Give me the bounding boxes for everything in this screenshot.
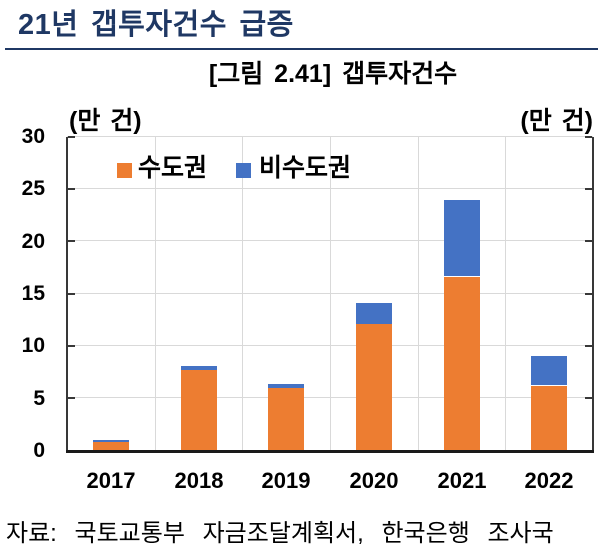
y-axis-tick-left bbox=[68, 345, 75, 347]
x-axis-tick-label: 2021 bbox=[437, 468, 487, 493]
y-axis-tick-left bbox=[68, 188, 75, 190]
title-underline bbox=[5, 48, 598, 50]
y-axis-tick-right bbox=[585, 240, 592, 242]
y-axis-tick-left bbox=[68, 293, 75, 295]
page-title: 21년 갭투자건수 급증 bbox=[18, 9, 294, 41]
x-axis-tick-label: 2020 bbox=[349, 468, 399, 493]
y-axis-tick-left bbox=[68, 136, 75, 138]
gridline-vertical bbox=[330, 137, 331, 451]
y-axis-tick-right bbox=[585, 188, 592, 190]
gridline-vertical bbox=[155, 137, 156, 451]
y-axis-tick-label: 15 bbox=[21, 282, 45, 305]
legend-label-noncapital: 비수도권 bbox=[259, 154, 352, 182]
y-axis-tick-label: 30 bbox=[21, 125, 45, 148]
y-axis-unit-label-left: (만 건) bbox=[69, 107, 142, 135]
bar-segment-capital bbox=[356, 324, 392, 451]
y-axis-tick-right bbox=[585, 397, 592, 399]
gridline-vertical bbox=[242, 137, 243, 451]
legend-swatch-noncapital bbox=[236, 163, 251, 178]
bar-segment-capital bbox=[444, 277, 480, 451]
x-axis-tick-label: 2017 bbox=[86, 468, 136, 493]
y-axis-tick-left bbox=[68, 240, 75, 242]
bar-segment-noncapital bbox=[268, 384, 304, 388]
x-axis-tick-label: 2018 bbox=[174, 468, 224, 493]
y-axis-tick-label: 25 bbox=[21, 177, 45, 200]
bar-segment-noncapital bbox=[93, 440, 129, 442]
y-axis-tick-label: 20 bbox=[21, 230, 45, 253]
bar-segment-capital bbox=[531, 386, 567, 451]
bar-segment-noncapital bbox=[356, 303, 392, 324]
bar-segment-noncapital bbox=[444, 200, 480, 276]
y-axis-tick-label: 0 bbox=[33, 439, 45, 462]
gridline-horizontal bbox=[67, 136, 593, 137]
x-axis-tick-label: 2022 bbox=[524, 468, 574, 493]
y-axis-tick-label: 10 bbox=[21, 334, 45, 357]
y-axis-tick-label: 5 bbox=[33, 387, 45, 410]
gridline-vertical bbox=[505, 137, 506, 451]
legend-label-capital: 수도권 bbox=[138, 154, 208, 182]
y-axis-tick-left bbox=[68, 397, 75, 399]
bar-segment-noncapital bbox=[181, 366, 217, 370]
bar-segment-capital bbox=[181, 370, 217, 451]
x-axis-line bbox=[66, 450, 594, 453]
gridline-vertical bbox=[418, 137, 419, 451]
y-axis-tick-right bbox=[585, 136, 592, 138]
bar-segment-capital bbox=[93, 441, 129, 450]
bar-segment-noncapital bbox=[531, 356, 567, 385]
y-axis-line-left bbox=[66, 137, 68, 452]
y-axis-unit-label-right: (만 건) bbox=[520, 107, 593, 135]
y-axis-tick-right bbox=[585, 345, 592, 347]
figure-title: [그림 2.41] 갭투자건수 bbox=[208, 60, 458, 88]
source-note: 자료: 국토교통부 자금조달계획서, 한국은행 조사국 bbox=[6, 520, 554, 547]
legend-swatch-capital bbox=[117, 163, 132, 178]
x-axis-tick-label: 2019 bbox=[261, 468, 311, 493]
bar-segment-capital bbox=[268, 388, 304, 451]
y-axis-tick-right bbox=[585, 293, 592, 295]
y-axis-line-right bbox=[592, 137, 594, 452]
